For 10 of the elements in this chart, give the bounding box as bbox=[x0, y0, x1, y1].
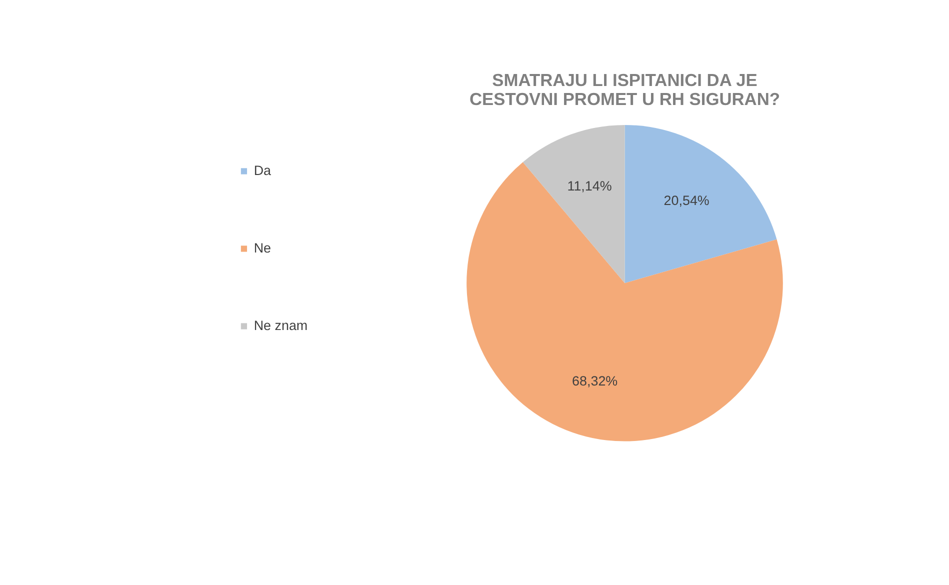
chart-title: SMATRAJU LI ISPITANICI DA JE CESTOVNI PROMET U RH SIGURAN? bbox=[469, 70, 780, 110]
legend-label: Ne bbox=[254, 240, 272, 256]
pie-slice bbox=[466, 162, 783, 442]
pie-slice bbox=[624, 124, 777, 284]
legend-label: Da bbox=[254, 163, 272, 178]
legend-label: Ne znam bbox=[254, 318, 308, 334]
data-label: 20,54% bbox=[664, 192, 710, 208]
data-label: 68,32% bbox=[572, 373, 618, 388]
data-label: 11,14% bbox=[567, 178, 612, 194]
pie-slice bbox=[522, 124, 625, 284]
